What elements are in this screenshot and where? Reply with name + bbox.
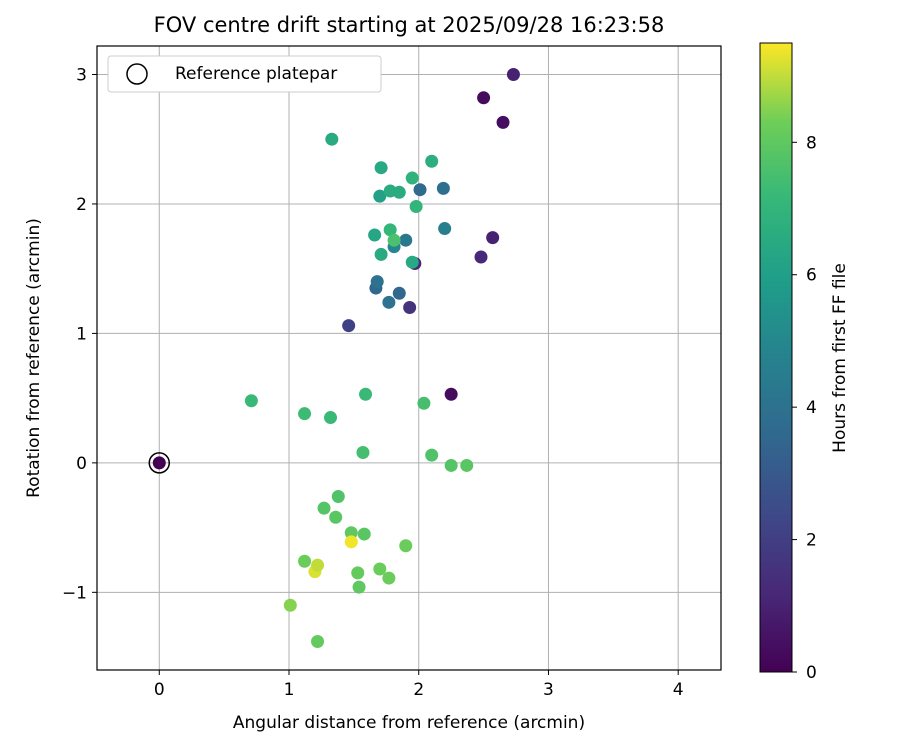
data-point: [356, 446, 370, 460]
colorbar-label: Hours from first FF file: [830, 263, 850, 453]
y-tick-label: 3: [76, 65, 87, 85]
data-point: [370, 275, 384, 289]
chart-title: FOV centre drift starting at 2025/09/28 …: [154, 13, 665, 37]
colorbar-tick-label: 6: [806, 266, 817, 286]
data-point: [317, 501, 331, 515]
data-point: [405, 255, 419, 269]
data-point: [368, 228, 382, 242]
data-point: [474, 250, 488, 264]
y-tick-label: −1: [62, 583, 87, 603]
data-point: [374, 247, 388, 261]
data-point: [477, 91, 491, 105]
data-point: [405, 171, 419, 185]
data-point: [436, 181, 450, 195]
colorbar: 0 2 4 6 8 Hours from first FF file: [759, 42, 850, 683]
data-point: [344, 526, 358, 540]
plot-frame: [96, 45, 722, 671]
x-tick-label: 3: [543, 680, 554, 700]
data-point: [425, 448, 439, 462]
data-point: [373, 189, 387, 203]
data-point: [344, 535, 358, 549]
data-point: [444, 458, 458, 472]
data-point: [387, 233, 401, 247]
y-tick-label: 1: [76, 324, 87, 344]
colorbar-tick-label: 4: [806, 398, 817, 418]
data-point: [444, 387, 458, 401]
data-point: [283, 598, 297, 612]
data-point: [152, 456, 166, 470]
data-point: [329, 510, 343, 524]
data-point: [331, 490, 345, 504]
colorbar-ramp: [759, 42, 793, 673]
x-axis-label: Angular distance from reference (arcmin): [233, 713, 585, 733]
x-tick-label: 1: [284, 680, 295, 700]
x-tick-label: 2: [413, 680, 424, 700]
grid-lines: [97, 46, 721, 670]
data-point: [298, 407, 312, 421]
data-point: [382, 571, 396, 585]
data-point: [373, 562, 387, 576]
data-point: [311, 635, 325, 649]
legend-box: [107, 55, 382, 93]
data-point: [486, 231, 500, 245]
data-points: [148, 67, 520, 649]
data-point: [403, 301, 417, 315]
data-point: [359, 387, 373, 401]
data-point: [325, 132, 339, 146]
data-point: [460, 458, 474, 472]
legend-label: Reference platepar: [175, 64, 337, 84]
x-tick-label: 4: [673, 680, 684, 700]
data-point: [311, 558, 325, 572]
y-tick-label: 0: [76, 454, 87, 474]
data-point: [496, 115, 510, 129]
legend-marker: [126, 63, 148, 85]
data-point: [409, 200, 423, 214]
y-axis-ticks: −1 0 1 2 3: [62, 65, 97, 603]
data-point: [383, 223, 397, 237]
data-point: [374, 161, 388, 175]
data-point: [399, 233, 413, 247]
colorbar-tick-label: 0: [806, 663, 817, 683]
y-axis-label: Rotation from reference (arcmin): [24, 218, 44, 498]
data-point: [342, 319, 356, 333]
x-tick-label: 0: [154, 680, 165, 700]
colorbar-tick-label: 2: [806, 531, 817, 551]
data-point: [352, 580, 366, 594]
x-axis-ticks: 0 1 2 3 4: [154, 670, 684, 700]
data-point: [438, 222, 452, 236]
data-point: [382, 295, 396, 309]
data-point: [351, 566, 365, 580]
colorbar-tick-label: 8: [806, 133, 817, 153]
data-point: [324, 411, 338, 425]
reference-marker: [148, 452, 171, 474]
data-point: [417, 396, 431, 410]
data-point: [392, 286, 406, 300]
data-point: [506, 67, 520, 81]
data-point: [244, 394, 258, 408]
data-point: [357, 527, 371, 541]
data-point: [425, 154, 439, 168]
y-tick-label: 2: [76, 195, 87, 215]
data-point: [399, 539, 413, 553]
colorbar-ticks: 0 2 4 6 8: [792, 133, 817, 683]
data-point: [392, 185, 406, 199]
legend: Reference platepar: [107, 55, 382, 93]
data-point: [298, 554, 312, 568]
data-point: [413, 183, 427, 197]
